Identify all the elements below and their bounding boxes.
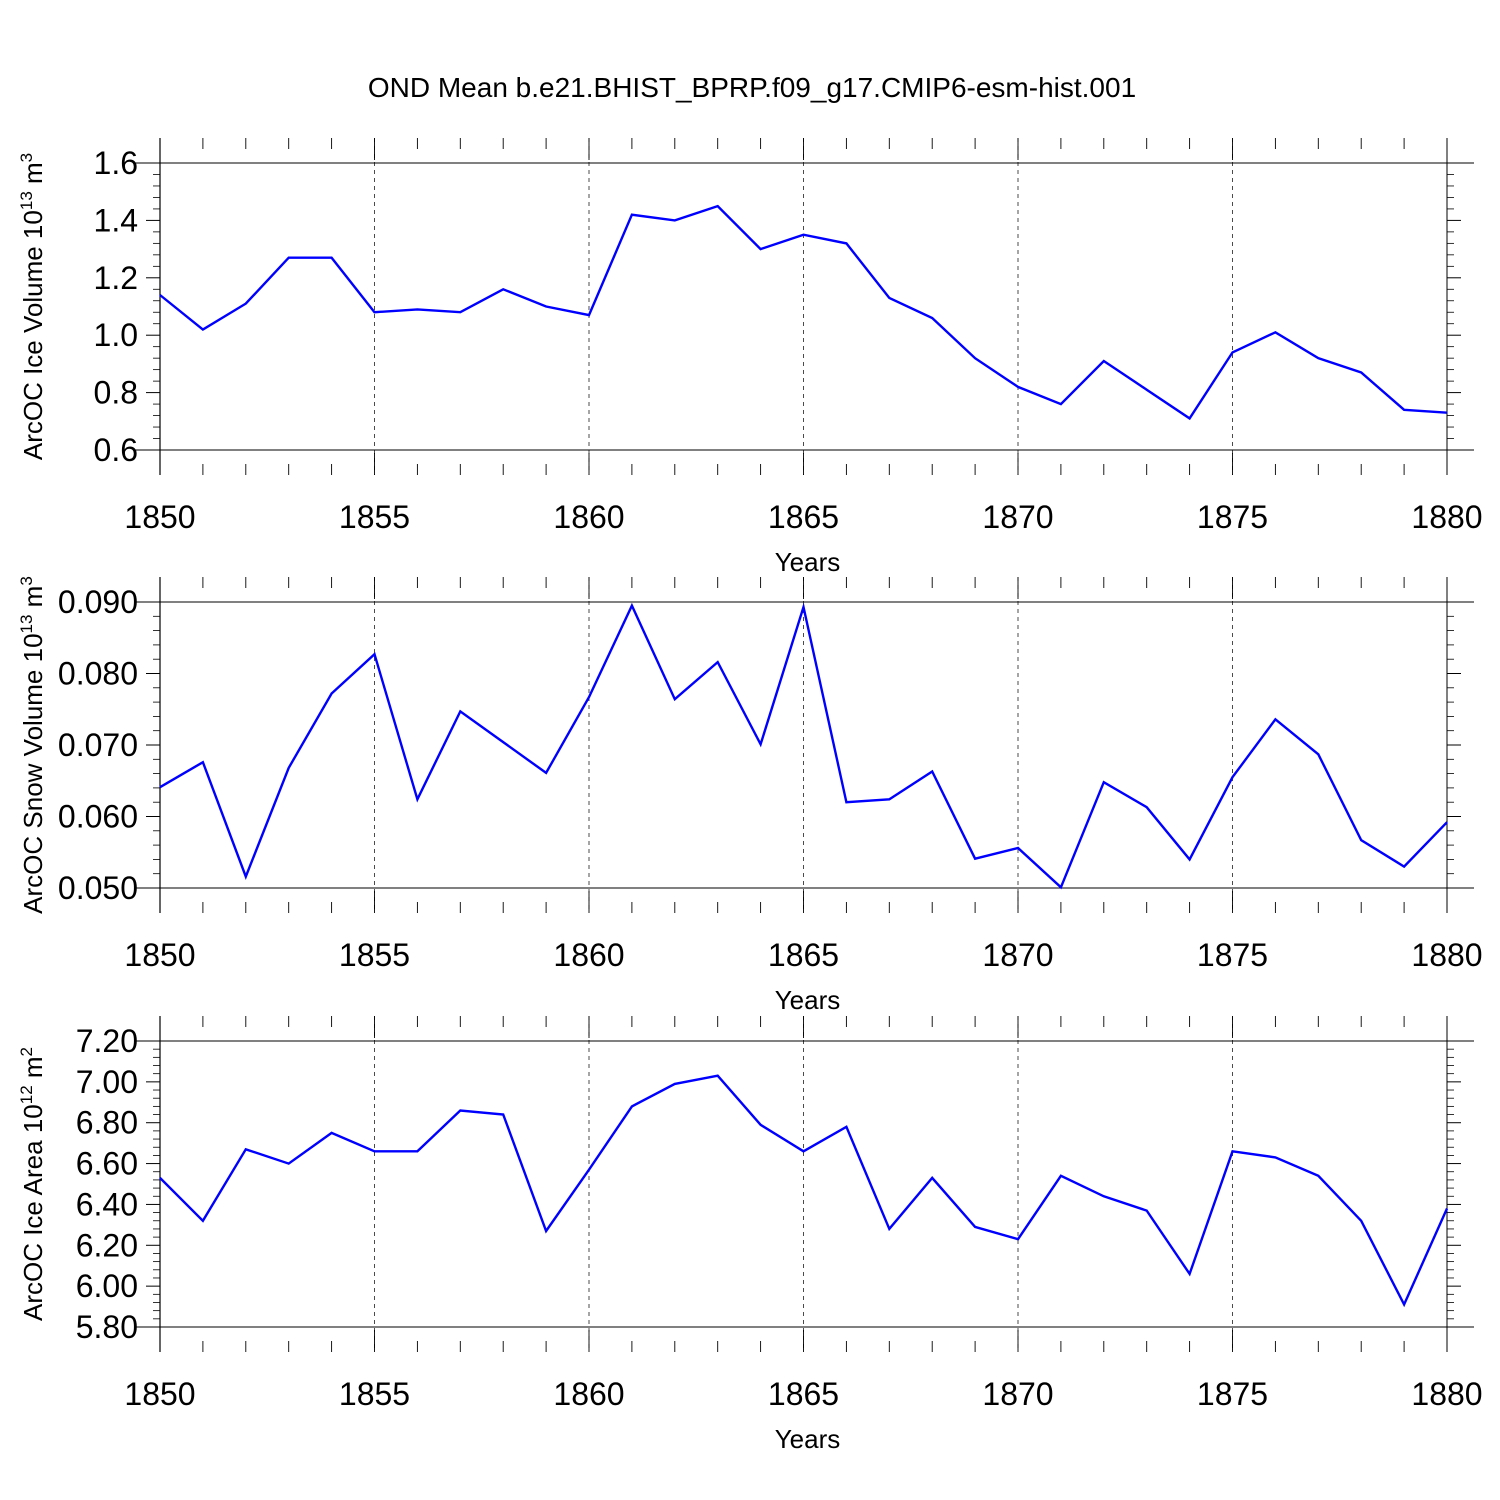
y-axis-label: ArcOC Ice Area 1012 m2 [17, 1047, 48, 1321]
y-tick-label: 0.6 [94, 432, 138, 468]
y-tick-label: 1.4 [94, 202, 138, 238]
x-tick-label: 1875 [1197, 499, 1268, 535]
x-tick-label: 1875 [1197, 1376, 1268, 1412]
x-axis-label: Years [775, 1424, 841, 1454]
y-tick-label: 6.60 [76, 1146, 138, 1182]
y-tick-label: 1.0 [94, 317, 138, 353]
chart-panel-2: 0.050 0.060 0.070 0.080 0.090 1850 1855 1860 186… [17, 576, 1483, 1015]
x-tick-label: 1850 [124, 499, 195, 535]
figure-title: OND Mean b.e21.BHIST_BPRP.f09_g17.CMIP6-… [368, 72, 1136, 103]
series-line [159, 1074, 1449, 1308]
y-tick-label: 0.090 [58, 584, 138, 620]
x-tick-label: 1860 [553, 499, 624, 535]
x-tick-label: 1855 [339, 499, 410, 535]
y-tick-label: 0.070 [58, 727, 138, 763]
panels: 0.6 0.8 1.0 1.2 1.4 1.6 1850 1855 1860 1865 1870 18… [17, 138, 1483, 1454]
x-tick-label: 1865 [768, 937, 839, 973]
y-axis-label: ArcOC Ice Volume 1013 m3 [17, 153, 48, 460]
y-tick-label: 7.20 [76, 1023, 138, 1059]
x-tick-label: 1870 [982, 1376, 1053, 1412]
chart-panel-3: 5.80 6.00 6.20 6.40 6.60 6.80 7.00 7.20 1850 1855… [17, 1016, 1483, 1454]
x-tick-label: 1880 [1411, 499, 1482, 535]
x-tick-label: 1860 [553, 937, 624, 973]
x-tick-label: 1865 [768, 1376, 839, 1412]
x-axis-label: Years [775, 985, 841, 1015]
x-tick-label: 1855 [339, 937, 410, 973]
x-tick-label: 1855 [339, 1376, 410, 1412]
x-tick-label: 1865 [768, 499, 839, 535]
series-line [159, 204, 1448, 421]
y-tick-label: 6.80 [76, 1105, 138, 1141]
y-tick-label: 6.00 [76, 1268, 138, 1304]
y-tick-label: 7.00 [76, 1064, 138, 1100]
y-tick-label: 0.050 [58, 870, 138, 906]
y-tick-label: 0.8 [94, 375, 138, 411]
y-tick-label: 1.2 [94, 260, 138, 296]
x-tick-label: 1850 [124, 1376, 195, 1412]
y-tick-label: 5.80 [76, 1309, 138, 1345]
x-tick-label: 1880 [1411, 937, 1482, 973]
y-tick-label: 6.40 [76, 1186, 138, 1222]
y-tick-label: 1.6 [94, 145, 138, 181]
y-tick-label: 0.060 [58, 799, 138, 835]
y-tick-label: 0.080 [58, 656, 138, 692]
x-tick-label: 1860 [553, 1376, 624, 1412]
x-tick-label: 1875 [1197, 937, 1268, 973]
y-axis-label: ArcOC Snow Volume 1013 m3 [17, 576, 48, 914]
x-tick-label: 1870 [982, 937, 1053, 973]
x-tick-label: 1880 [1411, 1376, 1482, 1412]
x-axis-label: Years [775, 547, 841, 577]
y-tick-label: 6.20 [76, 1227, 138, 1263]
chart-panel-1: 0.6 0.8 1.0 1.2 1.4 1.6 1850 1855 1860 1865 1870 18… [17, 138, 1483, 577]
x-tick-label: 1870 [982, 499, 1053, 535]
x-tick-label: 1850 [124, 937, 195, 973]
series-line [159, 602, 1448, 890]
